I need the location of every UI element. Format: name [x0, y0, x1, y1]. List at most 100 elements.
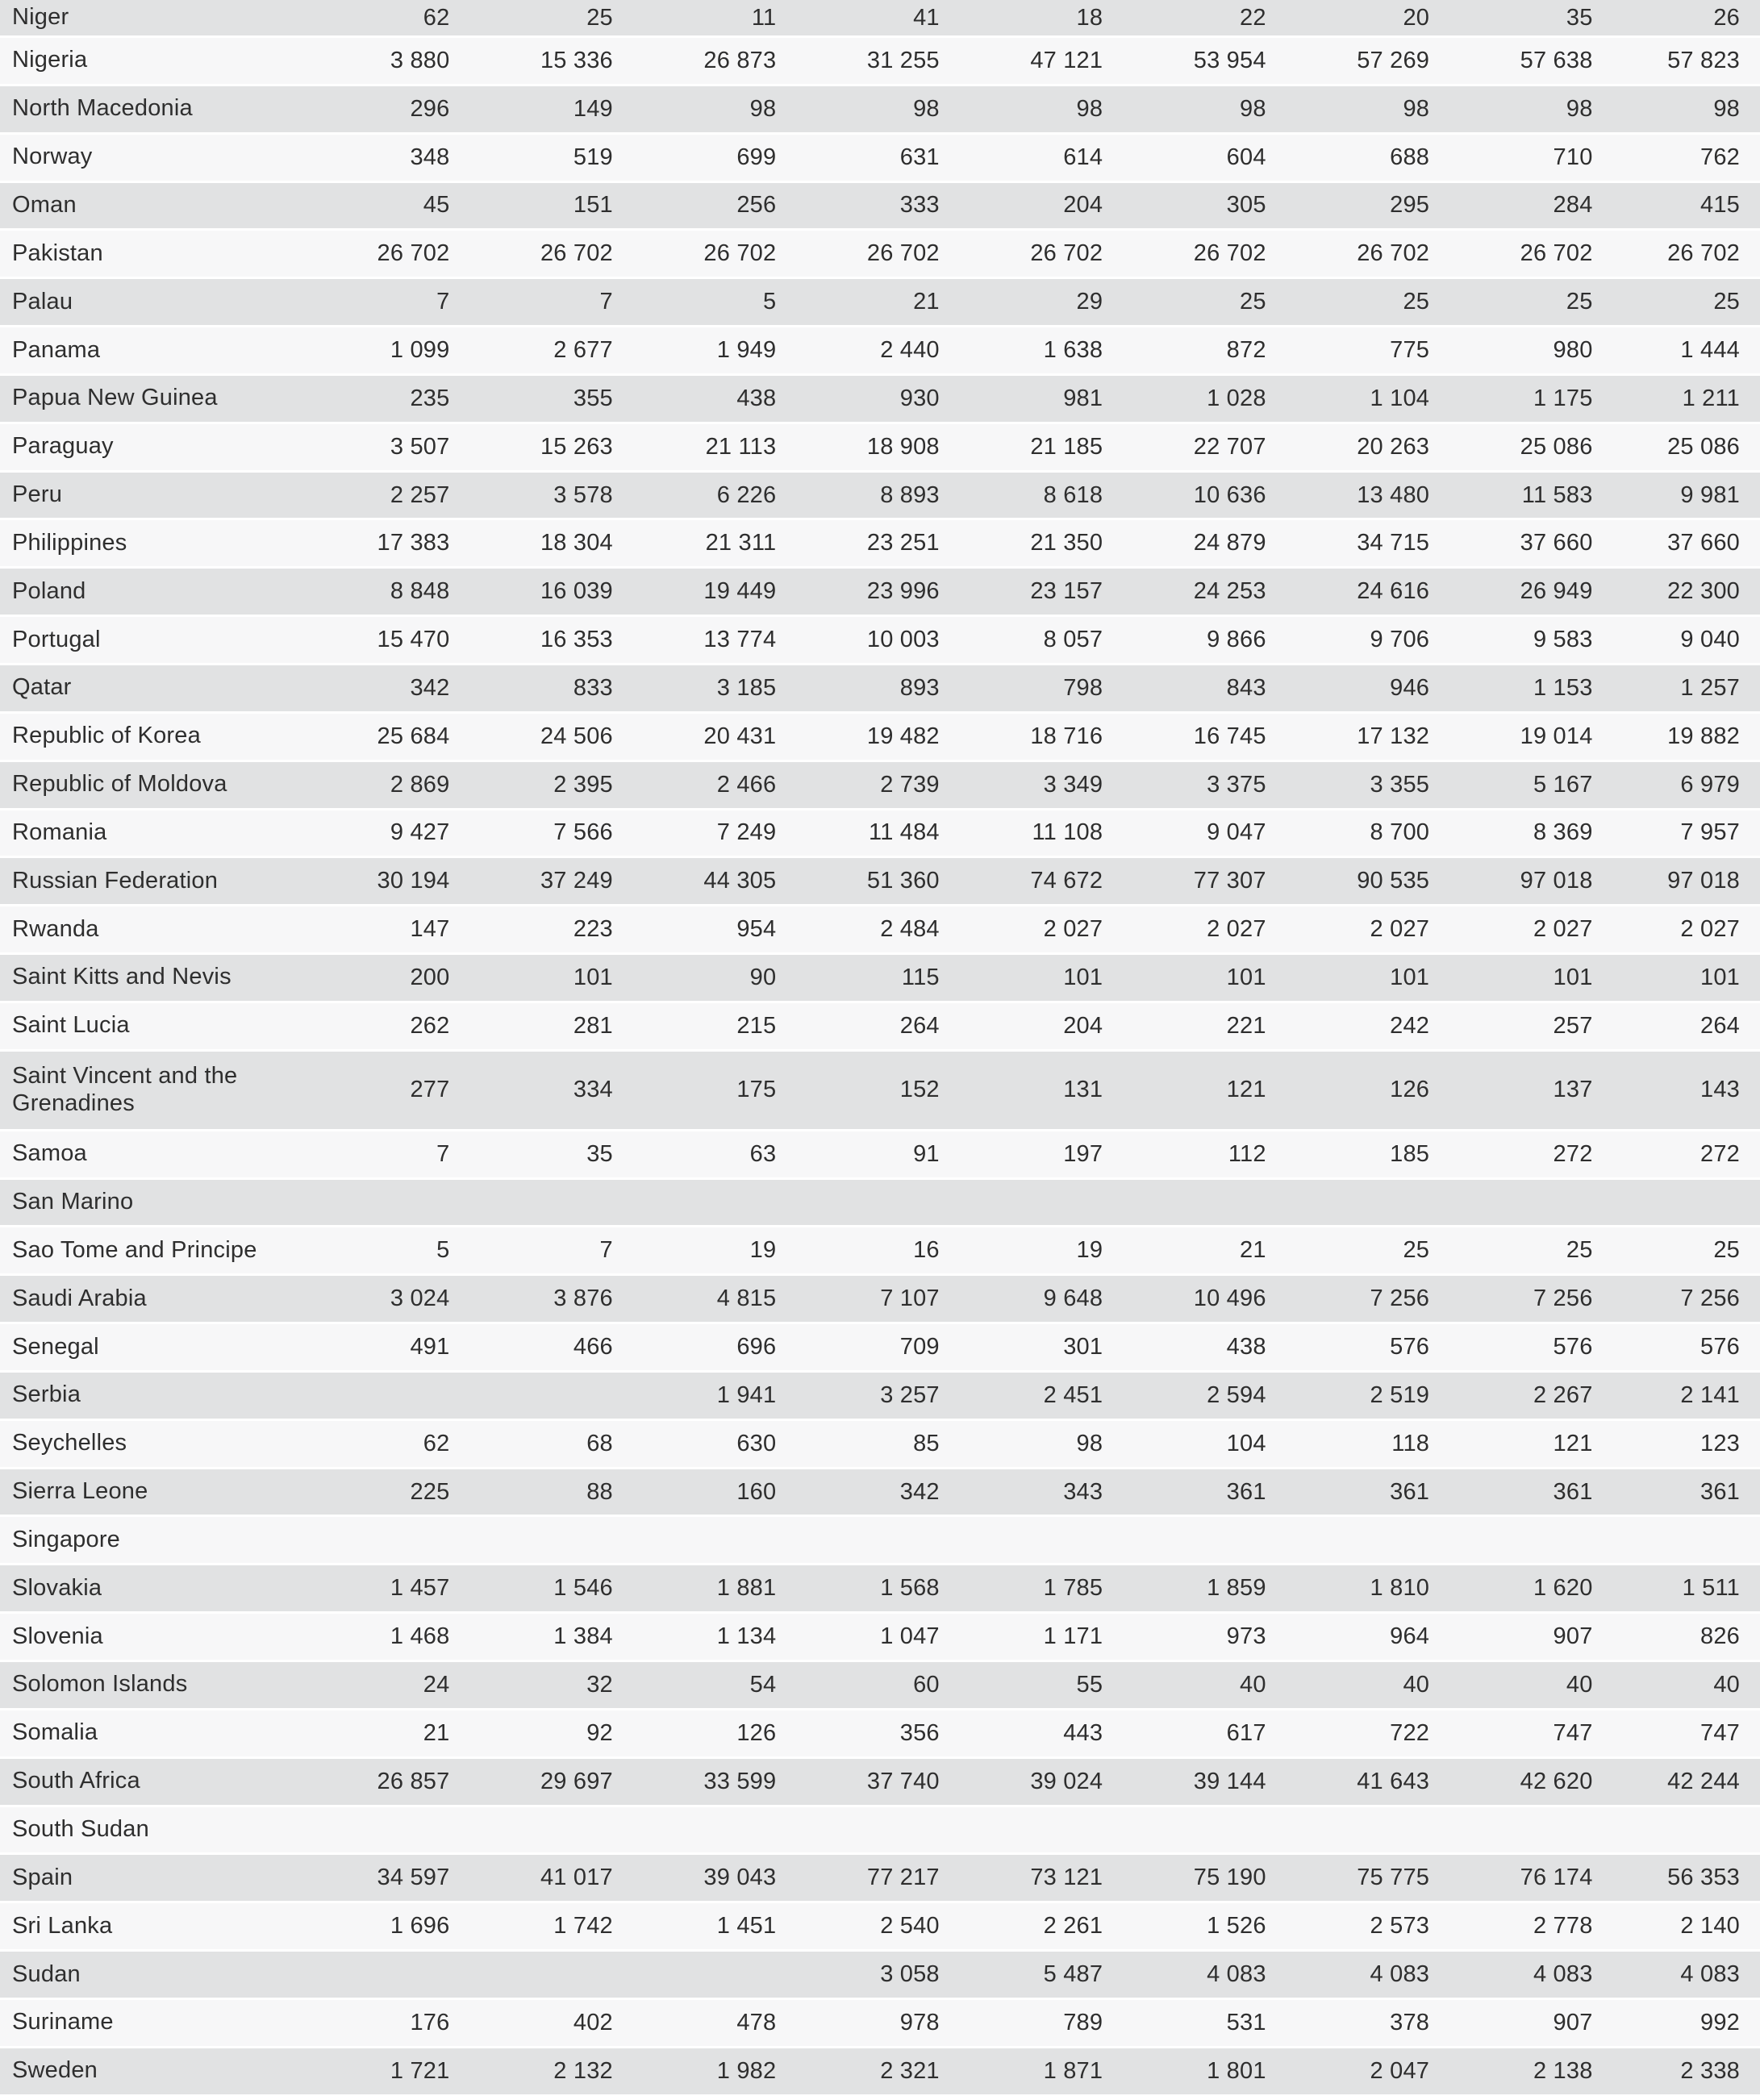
value-cell: 25 086 — [1667, 433, 1740, 460]
value-cell: 104 — [1226, 1430, 1266, 1456]
value-cell: 98 — [749, 95, 777, 122]
value-cell: 19 482 — [866, 723, 940, 749]
value-cell: 15 336 — [540, 47, 613, 73]
value-cell: 242 — [1390, 1012, 1430, 1039]
country-cell: Republic of Moldova — [12, 771, 227, 798]
value-cell: 2 027 — [1370, 916, 1430, 943]
country-cell: Panama — [12, 336, 101, 363]
value-cell: 710 — [1553, 144, 1593, 170]
value-cell: 9 427 — [390, 819, 450, 846]
value-cell: 2 519 — [1370, 1381, 1430, 1408]
value-cell: 221 — [1226, 1012, 1266, 1039]
value-cell: 26 857 — [377, 1768, 450, 1794]
value-cell: 77 217 — [866, 1865, 940, 1891]
table-row: Suriname 176 402 478 978 789 531 378 907 992 — [0, 1999, 1760, 2048]
value-cell: 90 535 — [1357, 868, 1430, 894]
value-cell: 478 — [736, 2009, 777, 2035]
value-cell: 98 — [1566, 95, 1593, 122]
value-cell: 1 696 — [390, 1913, 450, 1940]
country-cell: Norway — [12, 144, 93, 170]
value-cell: 123 — [1700, 1430, 1740, 1456]
country-cell: Suriname — [12, 2009, 114, 2035]
value-cell: 907 — [1553, 1623, 1593, 1650]
value-cell: 3 058 — [880, 1960, 940, 1987]
value-cell: 10 496 — [1193, 1285, 1266, 1312]
value-cell: 305 — [1226, 192, 1266, 219]
value-cell: 3 880 — [390, 47, 450, 73]
value-cell: 2 778 — [1533, 1913, 1593, 1940]
value-cell: 964 — [1390, 1623, 1430, 1650]
value-cell: 18 716 — [1030, 723, 1103, 749]
value-cell: 576 — [1553, 1334, 1593, 1360]
value-cell: 3 257 — [880, 1381, 940, 1408]
value-cell: 143 — [1700, 1077, 1740, 1103]
table-row: Pakistan 26 702 26 702 26 702 26 702 26 702 26… — [0, 231, 1760, 280]
value-cell: 5 — [436, 1237, 450, 1264]
country-cell: Pakistan — [12, 240, 103, 266]
value-cell: 9 583 — [1533, 627, 1593, 653]
value-cell: 39 024 — [1030, 1768, 1103, 1794]
value-cell: 41 017 — [540, 1865, 613, 1891]
value-cell: 826 — [1700, 1623, 1740, 1650]
value-cell: 7 — [599, 289, 613, 315]
value-cell: 614 — [1063, 144, 1103, 170]
value-cell: 74 672 — [1030, 868, 1103, 894]
value-cell: 57 638 — [1520, 47, 1593, 73]
value-cell: 466 — [573, 1334, 613, 1360]
value-cell: 1 620 — [1533, 1575, 1593, 1602]
value-cell: 126 — [736, 1719, 777, 1746]
value-cell: 262 — [410, 1012, 450, 1039]
value-cell: 946 — [1390, 674, 1430, 701]
value-cell: 121 — [1553, 1430, 1593, 1456]
value-cell: 54 — [749, 1671, 777, 1698]
table-row: Sierra Leone 225 88 160 342 343 361 361 361 361 — [0, 1469, 1760, 1518]
value-cell: 617 — [1226, 1719, 1266, 1746]
value-cell: 22 707 — [1193, 433, 1266, 460]
table-row: Qatar 342 833 3 185 893 798 843 946 1 153 1 257 — [0, 665, 1760, 714]
value-cell: 25 — [1403, 289, 1430, 315]
value-cell: 1 028 — [1207, 385, 1266, 411]
value-cell: 1 810 — [1370, 1575, 1430, 1602]
value-cell: 76 174 — [1520, 1865, 1593, 1891]
table-row: Rwanda 147 223 954 2 484 2 027 2 027 2 027 2 027… — [0, 906, 1760, 956]
value-cell: 1 568 — [880, 1575, 940, 1602]
country-cell: Sweden — [12, 2057, 98, 2084]
value-cell: 8 700 — [1370, 819, 1430, 846]
value-cell: 20 431 — [703, 723, 777, 749]
value-cell: 26 702 — [1193, 240, 1266, 267]
value-cell: 9 866 — [1207, 627, 1266, 653]
value-cell: 19 014 — [1520, 723, 1593, 749]
value-cell: 147 — [410, 916, 450, 943]
value-cell: 2 739 — [880, 771, 940, 798]
value-cell: 1 526 — [1207, 1913, 1266, 1940]
table-row: Poland 8 848 16 039 19 449 23 996 23 157 24 25… — [0, 569, 1760, 618]
country-cell: Slovakia — [12, 1574, 102, 1601]
table-row: Philippines 17 383 18 304 21 311 23 251 21 35… — [0, 520, 1760, 569]
value-cell: 1 638 — [1043, 336, 1103, 363]
value-cell: 33 599 — [703, 1768, 777, 1794]
value-cell: 25 684 — [377, 723, 450, 749]
value-cell: 1 457 — [390, 1575, 450, 1602]
value-cell: 1 047 — [880, 1623, 940, 1650]
country-cell: Republic of Korea — [12, 723, 201, 749]
value-cell: 9 706 — [1370, 627, 1430, 653]
value-cell: 284 — [1553, 192, 1593, 219]
value-cell: 843 — [1226, 674, 1266, 701]
value-cell: 334 — [573, 1077, 613, 1103]
value-cell: 42 620 — [1520, 1768, 1593, 1794]
table-row: Slovenia 1 468 1 384 1 134 1 047 1 171 973 964 9… — [0, 1614, 1760, 1662]
value-cell: 225 — [410, 1478, 450, 1505]
value-cell: 3 507 — [390, 433, 450, 460]
value-cell: 90 — [749, 964, 777, 990]
value-cell: 1 871 — [1043, 2057, 1103, 2084]
value-cell: 1 175 — [1533, 385, 1593, 411]
table-row: Russian Federation 30 194 37 249 44 305 51 3… — [0, 858, 1760, 907]
table-row: Saint Lucia 262 281 215 264 204 221 242 257 264 — [0, 1002, 1760, 1052]
value-cell: 264 — [899, 1012, 940, 1039]
value-cell: 7 256 — [1370, 1285, 1430, 1312]
value-cell: 91 — [913, 1140, 940, 1167]
value-cell: 16 039 — [540, 578, 613, 605]
value-cell: 51 360 — [866, 868, 940, 894]
value-cell: 26 702 — [377, 240, 450, 267]
country-cell: Seychelles — [12, 1430, 127, 1456]
